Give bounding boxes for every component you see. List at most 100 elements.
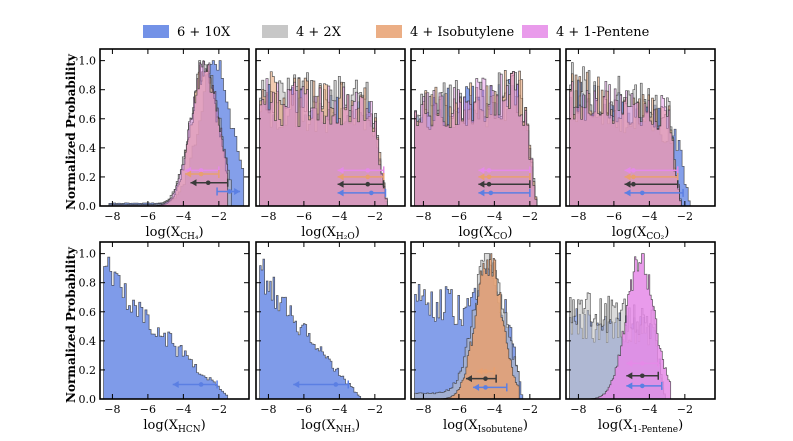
errorbar-arrowhead (473, 383, 480, 391)
x-tick-label: −6 (451, 403, 467, 416)
y-tick-label: 0.0 (79, 393, 97, 406)
x-axis-label: log(XHCN) (143, 418, 205, 435)
x-tick-label: −8 (570, 403, 586, 416)
x-tick-label: −6 (296, 403, 312, 416)
legend-label: 4 + Isobutylene (410, 25, 515, 40)
errorbar-arrowhead (624, 189, 631, 197)
x-tick-label: −6 (606, 403, 622, 416)
errorbar (473, 383, 508, 392)
errorbar (337, 172, 385, 181)
y-tick-label: 0.8 (79, 84, 97, 97)
histogram-series (259, 78, 388, 206)
x-tick-label: −2 (522, 403, 538, 416)
errorbar-point (639, 190, 645, 196)
x-tick-label: −4 (331, 210, 347, 223)
errorbar-point (198, 382, 204, 387)
y-axis-label-top: Normalized Probability (64, 53, 78, 210)
x-axis-label: log(XIsobutene) (443, 418, 528, 435)
errorbar-arrowhead (626, 382, 633, 390)
histogram-series (103, 256, 229, 399)
legend-label: 4 + 2X (296, 25, 342, 40)
panel-frame (565, 48, 716, 207)
x-tick-label: −8 (260, 403, 276, 416)
x-tick-label: −2 (677, 403, 693, 416)
legend-swatch (143, 25, 169, 38)
errorbar-arrowhead (478, 173, 485, 181)
x-tick-label: −6 (451, 210, 467, 223)
errorbar (172, 380, 218, 389)
x-axis-label: log(X1-Pentene) (598, 418, 683, 435)
y-tick-label: 0.4 (79, 142, 97, 155)
errorbar (476, 367, 496, 376)
errorbar-point (483, 385, 488, 390)
errorbar (478, 166, 531, 175)
errorbar (626, 381, 663, 390)
panel-frame (565, 241, 716, 400)
errorbar (337, 188, 387, 197)
x-tick-label: −2 (367, 403, 383, 416)
errorbar-point (486, 168, 492, 173)
errorbar-arrowhead (337, 173, 344, 181)
y-tick-label: 0.2 (79, 364, 97, 377)
errorbar-arrowhead (624, 166, 631, 174)
legend: 6 + 10X 4 + 2X 4 + Isobutylene 4 + 1-Penten… (143, 25, 650, 40)
errorbar-arrowhead (337, 166, 344, 174)
x-tick-label: −4 (486, 403, 502, 416)
errorbar-point (639, 373, 645, 379)
errorbar-arrowhead (185, 170, 192, 178)
errorbar-arrowhead (337, 180, 344, 188)
x-tick-label: −2 (522, 210, 538, 223)
y-tick-label: 0.6 (79, 113, 97, 126)
x-tick-label: −8 (415, 403, 431, 416)
histogram-series (259, 258, 362, 399)
errorbar (624, 180, 679, 189)
errorbar (624, 172, 679, 181)
errorbar (190, 178, 229, 187)
chart-panel: −8 −6 −4 −2 log(XCO₂) (565, 48, 716, 242)
panel-frame (255, 48, 406, 207)
errorbar-arrowhead (626, 359, 633, 367)
errorbar-arrowhead (476, 367, 483, 375)
x-tick-label: −6 (140, 403, 156, 416)
histogram-series (569, 80, 682, 206)
x-tick-label: −6 (296, 210, 312, 223)
panel-frame (410, 48, 561, 207)
errorbar (293, 380, 349, 389)
chart-panel: −8 −6 −4 −2 log(XNH₃) (255, 241, 406, 435)
y-tick-label: 0.8 (79, 277, 97, 290)
panel-frame (255, 241, 406, 400)
errorbar-point (631, 168, 636, 173)
x-tick-label: −6 (606, 210, 622, 223)
errorbar-point (483, 376, 488, 381)
errorbar (478, 172, 531, 181)
errorbar (216, 187, 241, 196)
errorbar-point (227, 189, 232, 194)
errorbar-point (198, 168, 204, 173)
errorbar-point (639, 361, 645, 366)
legend-item: 6 + 10X (143, 25, 231, 40)
errorbar-point (365, 174, 371, 180)
chart-panel: −8 −6 −4 −2 log(XH₂O) (255, 48, 406, 242)
errorbar-arrowhead (478, 180, 485, 188)
chart-panel: −8 −6 −4 −2 0.0 0.2 0.4 0.6 0.8 1.0 log(XHCN) (79, 241, 250, 435)
y-tick-label: 0.4 (79, 335, 97, 348)
x-tick-label: −4 (175, 210, 191, 223)
errorbar-arrowhead (478, 189, 485, 197)
errorbar-point (486, 181, 492, 187)
y-tick-label: 1.0 (79, 248, 97, 261)
x-tick-label: −4 (641, 403, 657, 416)
legend-swatch (262, 25, 288, 38)
chart-panel: −8 −6 −4 −2 0.0 0.2 0.4 0.6 0.8 1.0 log(XCH₄) (79, 48, 250, 242)
errorbar (478, 180, 531, 189)
x-tick-label: −2 (211, 403, 227, 416)
legend-item: 4 + Isobutylene (376, 25, 515, 40)
chart-panel: −8 −6 −4 −2 log(XCO) (410, 48, 561, 242)
y-tick-label: 0.0 (79, 200, 97, 213)
errorbar-arrowhead (626, 372, 633, 380)
x-tick-label: −8 (104, 210, 120, 223)
errorbar-arrowhead (478, 166, 485, 174)
x-tick-label: −4 (486, 210, 502, 223)
x-tick-label: −6 (140, 210, 156, 223)
errorbar-point (333, 382, 339, 387)
x-tick-label: −2 (367, 210, 383, 223)
